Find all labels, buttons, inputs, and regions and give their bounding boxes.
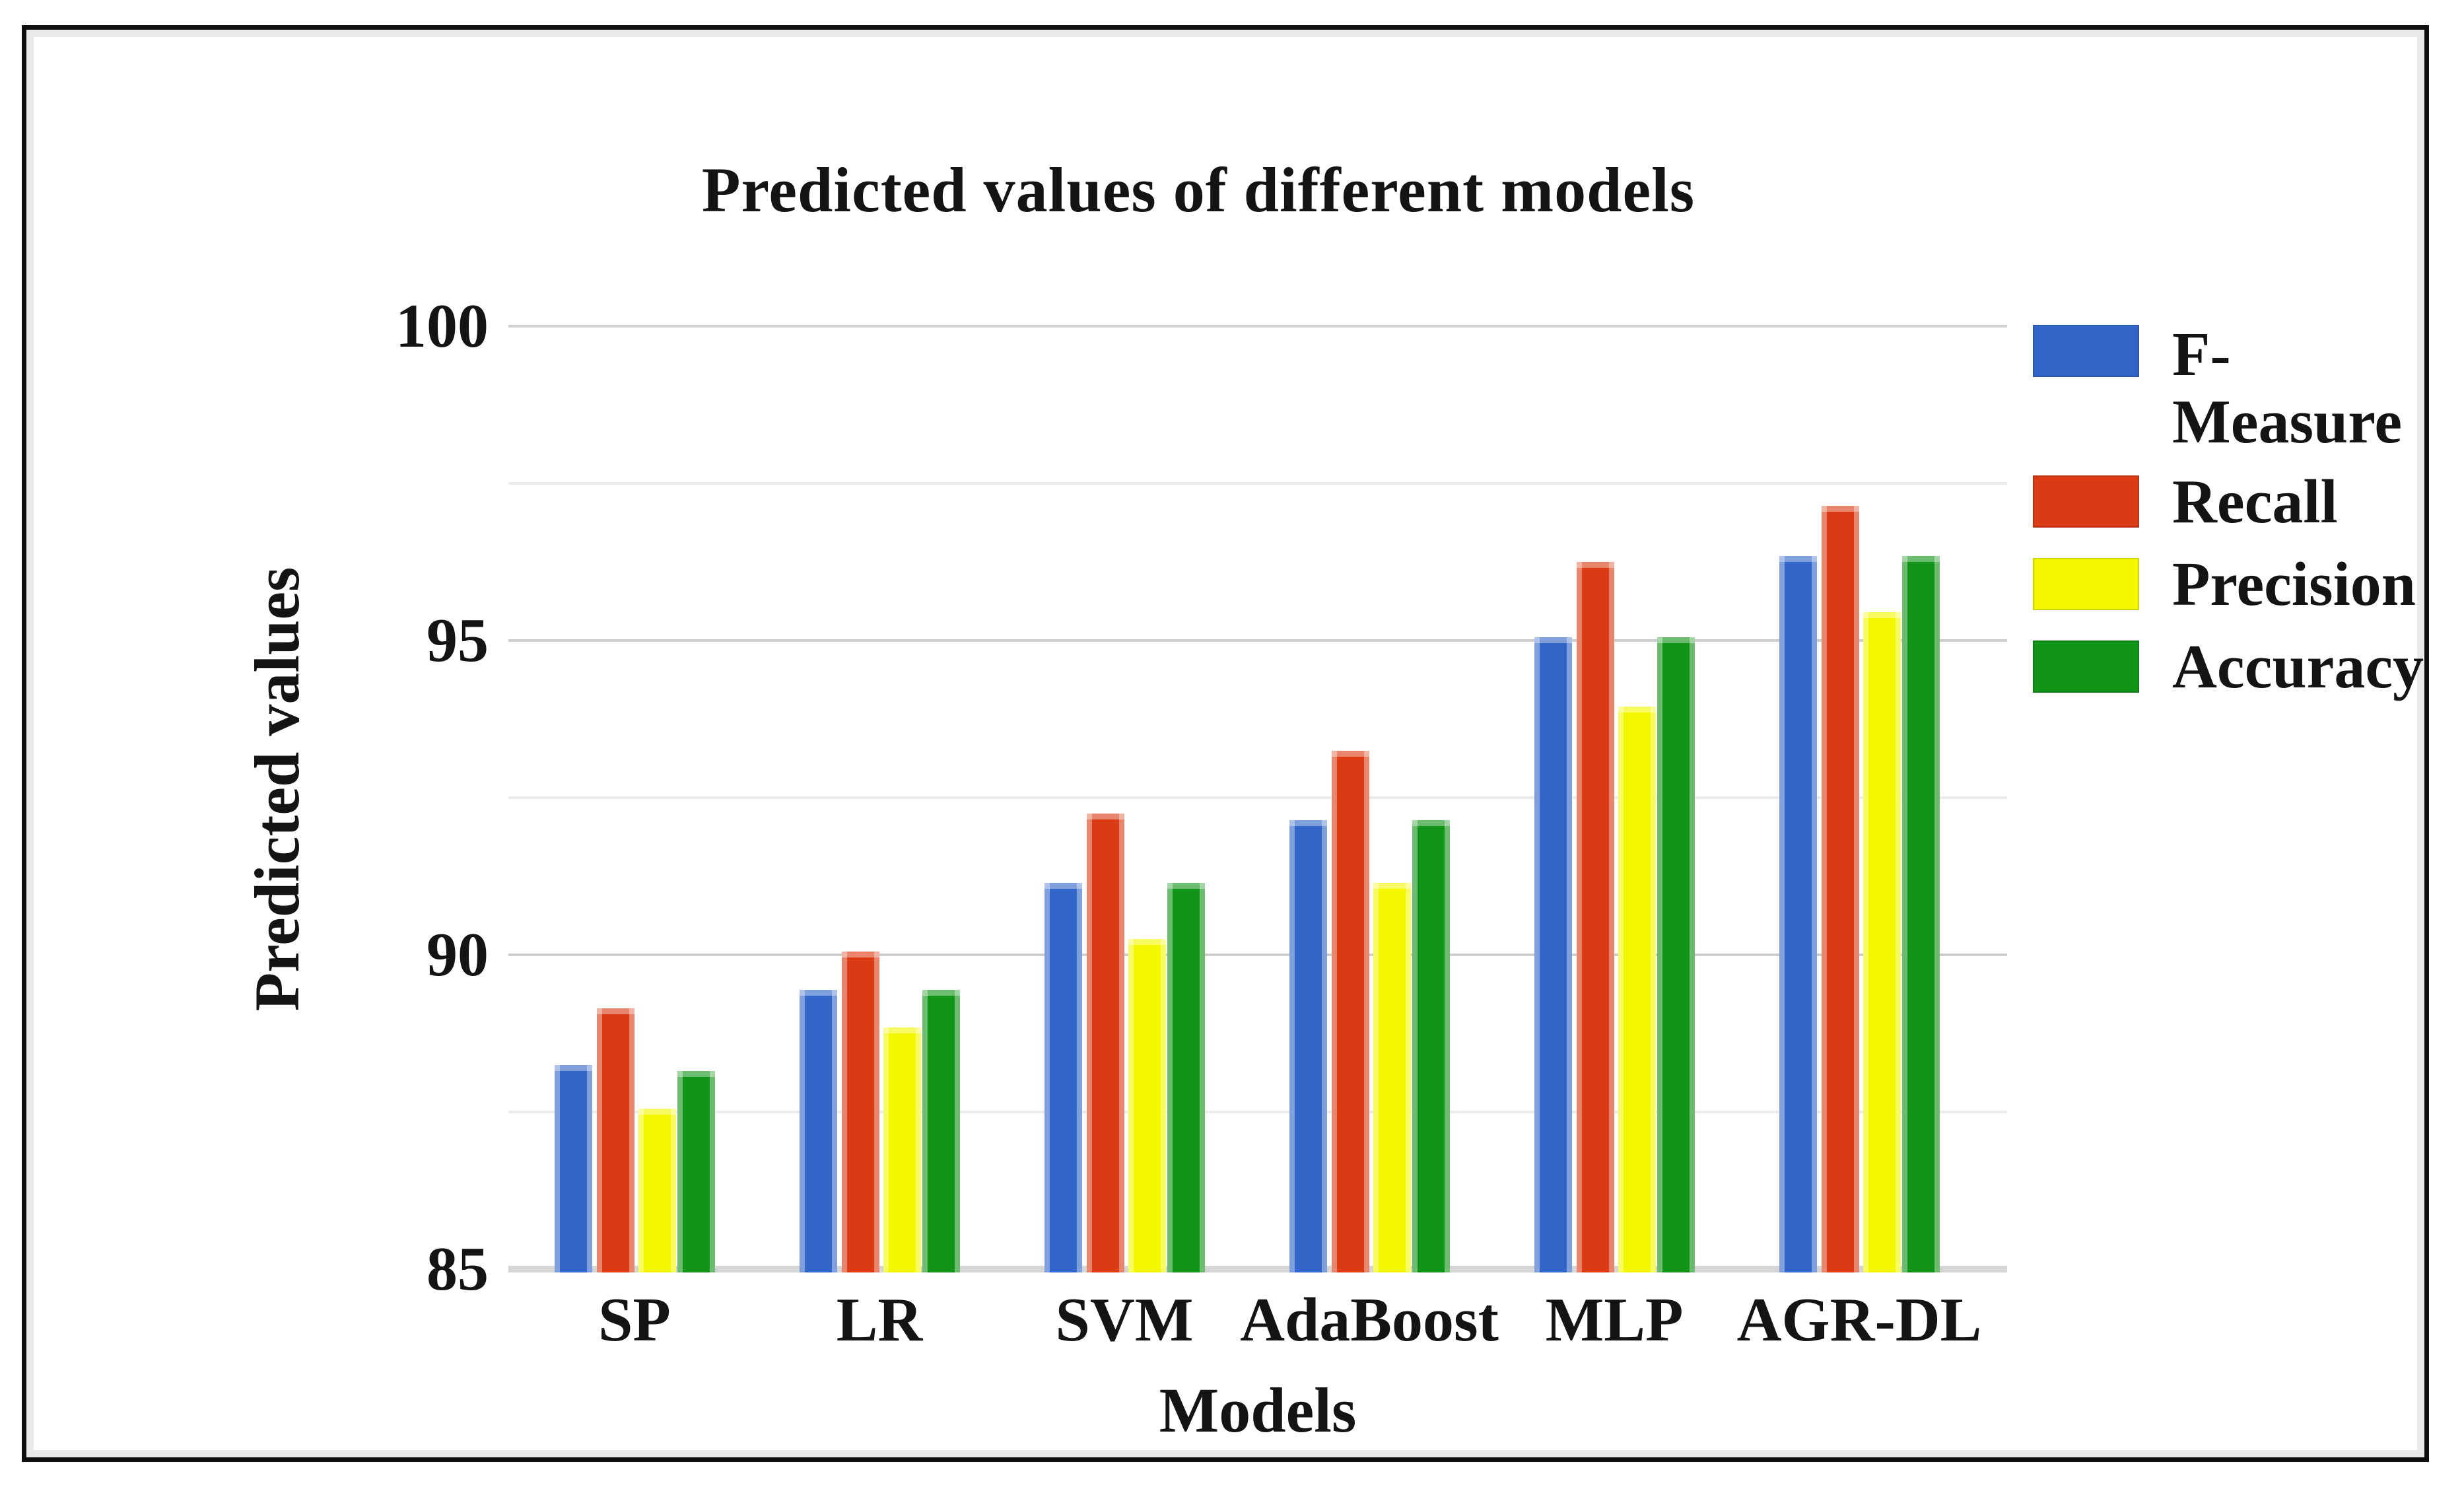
bar-SP-Recall xyxy=(597,1008,634,1272)
bar-LR-Accuracy xyxy=(922,990,960,1272)
x-axis-baseline xyxy=(508,1266,2007,1272)
bar-SVM-F-Measure xyxy=(1044,883,1082,1272)
major-gridline xyxy=(508,639,2007,642)
bar-MLP-F-Measure xyxy=(1534,637,1572,1272)
major-gridline xyxy=(508,954,2007,956)
bar-LR-Precision xyxy=(883,1027,921,1272)
chart-title: Predicted values of different models xyxy=(701,155,1695,225)
bar-AGR-DL-Accuracy xyxy=(1902,556,1940,1272)
x-tick-label-LR: LR xyxy=(836,1286,923,1354)
y-tick-label: 85 xyxy=(427,1235,489,1303)
bar-LR-F-Measure xyxy=(800,990,837,1272)
legend-label-F-Measure: F- xyxy=(2172,320,2231,389)
minor-gridline xyxy=(508,1111,2007,1113)
bar-MLP-Precision xyxy=(1618,707,1656,1272)
bar-SP-Precision xyxy=(638,1109,676,1272)
bar-AdaBoost-Accuracy xyxy=(1412,820,1450,1272)
legend-swatch-Recall xyxy=(2033,475,2139,528)
bar-AGR-DL-Recall xyxy=(1822,506,1859,1272)
bar-AdaBoost-Precision xyxy=(1373,883,1411,1272)
legend-swatch-Precision xyxy=(2033,558,2139,610)
bar-SVM-Recall xyxy=(1087,814,1124,1272)
legend-label-F-Measure: Measure xyxy=(2172,388,2403,456)
minor-gridline xyxy=(508,796,2007,799)
major-gridline xyxy=(508,325,2007,328)
y-tick-label: 100 xyxy=(395,292,489,361)
bar-SVM-Precision xyxy=(1128,939,1166,1272)
bar-MLP-Accuracy xyxy=(1657,637,1695,1272)
bar-AGR-DL-Precision xyxy=(1863,612,1901,1272)
x-tick-label-AGR-DL: AGR-DL xyxy=(1736,1286,1982,1354)
y-tick-label: 95 xyxy=(427,606,489,675)
bar-AGR-DL-F-Measure xyxy=(1779,556,1817,1272)
x-axis-title: Models xyxy=(1159,1375,1357,1445)
legend-swatch-Accuracy xyxy=(2033,641,2139,693)
bar-AdaBoost-F-Measure xyxy=(1289,820,1327,1272)
bar-AdaBoost-Recall xyxy=(1332,751,1369,1272)
y-tick-label: 90 xyxy=(427,920,489,989)
minor-gridline xyxy=(508,482,2007,485)
bar-SP-F-Measure xyxy=(555,1065,592,1272)
x-tick-label-SVM: SVM xyxy=(1055,1286,1194,1354)
figure-border xyxy=(22,25,2429,1462)
legend-label-Accuracy: Accuracy xyxy=(2172,633,2424,701)
bar-SP-Accuracy xyxy=(677,1071,715,1272)
legend-label-Recall: Recall xyxy=(2172,468,2338,536)
legend-swatch-F-Measure xyxy=(2033,325,2139,377)
bar-LR-Recall xyxy=(842,952,879,1272)
x-tick-label-SP: SP xyxy=(598,1286,671,1354)
x-tick-label-MLP: MLP xyxy=(1545,1286,1684,1354)
bar-SVM-Accuracy xyxy=(1167,883,1205,1272)
bar-MLP-Recall xyxy=(1577,562,1614,1272)
legend-label-Precision: Precision xyxy=(2172,550,2416,619)
x-tick-label-AdaBoost: AdaBoost xyxy=(1240,1286,1499,1354)
